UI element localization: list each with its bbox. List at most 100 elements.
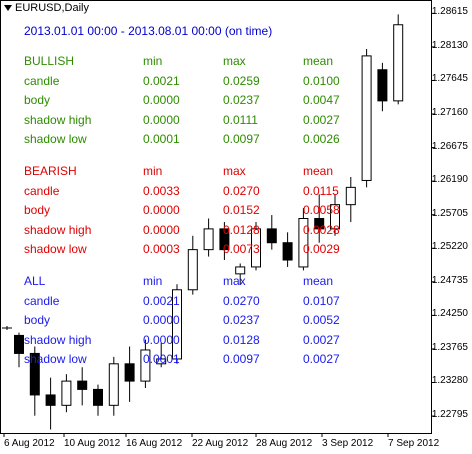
stats-row-label: candle <box>24 293 60 308</box>
stats-column-header: min <box>143 274 163 288</box>
stats-value-max: 0.0237 <box>223 313 260 327</box>
stats-row-label: body <box>24 313 51 327</box>
y-tick-label: 1.28615 <box>431 6 468 18</box>
x-tick-label: 28 Aug 2012 <box>256 438 313 449</box>
stats-value-min: 0.0000 <box>143 332 180 347</box>
stats-value-min: 0.0021 <box>143 73 180 88</box>
stats-value-min: 0.0021 <box>143 293 180 308</box>
stats-row-label: body <box>24 93 51 107</box>
bearish-candle <box>29 352 40 396</box>
stats-value-max: 0.0259 <box>223 73 260 88</box>
stats-row-label: shadow low <box>24 132 87 146</box>
bullish-candle <box>345 186 356 206</box>
bullish-candle <box>361 55 372 181</box>
bearish-candle <box>93 388 103 406</box>
x-tick-label: 22 Aug 2012 <box>192 438 249 449</box>
bullish-candle <box>172 289 182 360</box>
stats-value-mean: 0.0028 <box>303 222 340 237</box>
stats-value-min: 0.0001 <box>143 132 180 146</box>
y-axis-ticks-group <box>431 12 435 417</box>
stats-value-mean: 0.0115 <box>303 183 339 198</box>
stats-value-max: 0.0270 <box>223 183 260 198</box>
chevron-down-icon[interactable] <box>4 5 12 11</box>
stats-row-label: shadow high <box>24 332 92 347</box>
stats-value-mean: 0.0047 <box>303 93 340 107</box>
stats-column-header: mean <box>303 274 334 288</box>
stats-row-label: shadow high <box>24 112 92 127</box>
stats-value-max: 0.0111 <box>223 112 258 127</box>
stats-value-max: 0.0152 <box>223 203 260 217</box>
stats-column-header: mean <box>303 164 334 178</box>
stats-value-max: 0.0270 <box>223 293 260 308</box>
candles-group <box>14 14 404 430</box>
bullish-candle <box>61 380 72 406</box>
stats-value-min: 0.0000 <box>143 203 180 217</box>
y-tick-label: 1.24250 <box>431 308 468 320</box>
x-tick-label: 7 Sep 2012 <box>388 438 440 449</box>
y-tick-label: 1.24735 <box>431 274 468 286</box>
stats-column-header: max <box>223 274 246 288</box>
chart-symbol-header[interactable]: EURUSD,Daily <box>4 2 89 14</box>
stats-value-mean: 0.0058 <box>303 203 340 217</box>
stats-value-min: 0.0000 <box>143 112 180 127</box>
stats-row-label: candle <box>24 73 60 88</box>
stats-value-min: 0.0000 <box>143 93 180 107</box>
stats-value-max: 0.0097 <box>223 352 260 366</box>
bearish-candle <box>282 242 293 261</box>
bearish-candle <box>314 218 325 230</box>
y-tick-label: 1.22795 <box>431 409 468 421</box>
stats-group-title: ALL <box>24 274 46 288</box>
x-tick-label: 6 Aug 2012 <box>4 438 55 449</box>
stats-value-mean: 0.0027 <box>303 112 340 127</box>
bullish-candle <box>140 349 151 382</box>
stats-value-min: 0.0003 <box>143 242 180 256</box>
bullish-candle <box>187 249 198 291</box>
bullish-candle <box>330 204 340 230</box>
stats-value-mean: 0.0029 <box>303 242 340 256</box>
bearish-candle <box>45 394 56 406</box>
stats-value-min: 0.0000 <box>143 222 180 237</box>
stats-row-label: shadow low <box>24 242 87 256</box>
stats-value-mean: 0.0027 <box>303 352 340 366</box>
y-tick-label: 1.27645 <box>431 73 468 85</box>
bullish-candle <box>108 363 119 406</box>
x-axis-ticks-group <box>3 433 389 437</box>
stats-column-header: mean <box>303 54 334 68</box>
y-tick-label: 1.26675 <box>431 140 468 152</box>
stats-column-header: max <box>223 164 246 178</box>
bullish-candle <box>251 228 261 268</box>
y-tick-label: 1.26190 <box>431 174 468 186</box>
stats-group-title: BEARISH <box>24 164 77 178</box>
stats-value-max: 0.0073 <box>223 242 260 256</box>
stats-group-title: BULLISH <box>24 54 75 68</box>
stats-value-mean: 0.0107 <box>303 293 340 308</box>
bearish-candle <box>77 380 88 390</box>
stats-row-label: body <box>24 203 51 217</box>
x-tick-label: 16 Aug 2012 <box>126 438 183 449</box>
bearish-candle <box>124 363 135 382</box>
stats-value-mean: 0.0100 <box>303 73 340 88</box>
stats-value-min: 0.0033 <box>143 183 180 198</box>
bullish-candle <box>393 24 404 102</box>
bearish-candle <box>219 228 230 251</box>
bullish-candle <box>235 266 246 275</box>
stats-value-min: 0.0000 <box>143 313 180 327</box>
bearish-candle <box>266 228 277 244</box>
stats-row-label: candle <box>24 183 60 198</box>
x-tick-label: 3 Sep 2012 <box>322 438 374 449</box>
bullish-candle <box>298 218 309 268</box>
bearish-candle <box>14 334 24 354</box>
stats-value-mean: 0.0027 <box>303 332 340 347</box>
stats-value-max: 0.0097 <box>223 132 260 146</box>
stats-value-max: 0.0128 <box>223 332 260 347</box>
period-label: 2013.01.01 00:00 - 2013.08.01 00:00 (on … <box>24 24 273 38</box>
stats-value-mean: 0.0026 <box>303 132 340 146</box>
stats-row-label: shadow high <box>24 222 92 237</box>
y-tick-label: 1.25220 <box>431 241 468 253</box>
plot-frame <box>0 0 432 434</box>
bearish-candle <box>377 69 388 102</box>
bullish-candle <box>156 358 167 365</box>
stats-value-max: 0.0128 <box>223 222 260 237</box>
